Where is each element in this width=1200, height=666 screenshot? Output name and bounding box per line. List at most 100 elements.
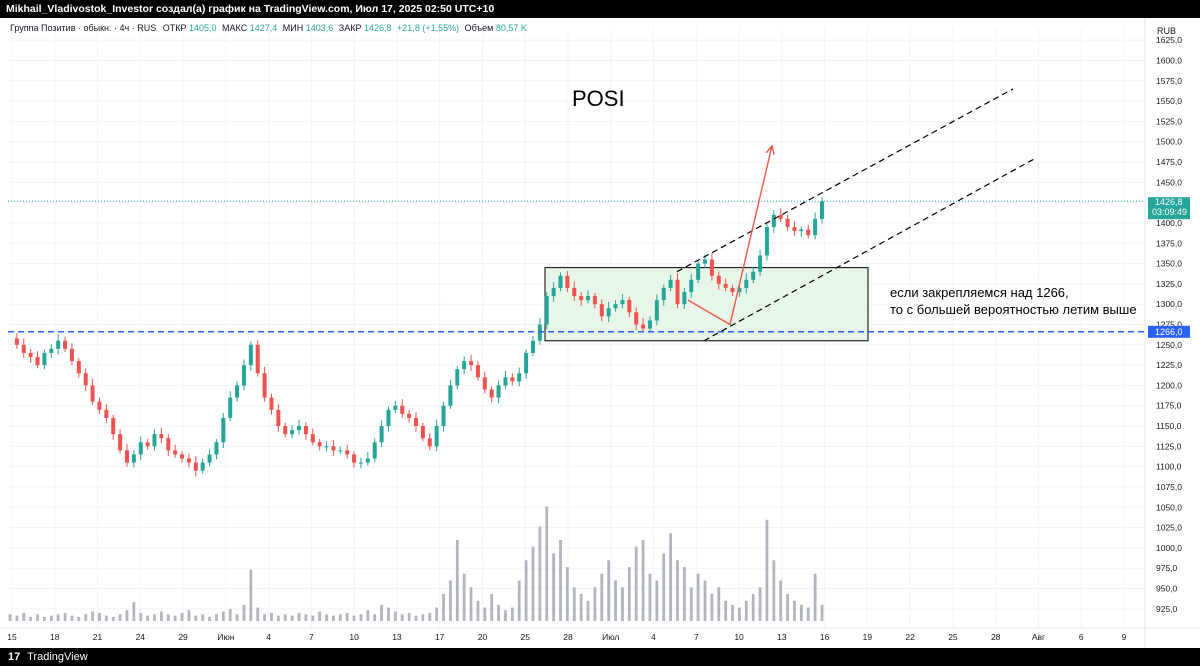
volume-bar <box>359 614 363 621</box>
volume-bar <box>242 604 246 621</box>
candle <box>744 279 749 288</box>
forecast-arrow-path[interactable] <box>687 145 773 326</box>
price-tick-label: 1250,0 <box>1156 340 1182 350</box>
price-tick-label: 1225,0 <box>1156 360 1182 370</box>
volume-bar <box>91 611 94 621</box>
candle <box>338 450 343 452</box>
candle <box>90 385 95 402</box>
volume-bar <box>125 610 129 621</box>
candle <box>647 320 652 329</box>
candle <box>627 300 632 313</box>
candle <box>63 340 68 349</box>
candle <box>565 275 570 288</box>
candle <box>579 296 584 301</box>
volume-bar <box>15 615 19 621</box>
volume-bar <box>263 614 267 621</box>
volume-bar <box>56 614 60 621</box>
price-tick-label: 1100,0 <box>1156 462 1182 472</box>
time-tick-label: 29 <box>178 632 188 642</box>
volume-bar <box>208 616 211 621</box>
candle <box>758 255 763 272</box>
candle <box>723 283 728 288</box>
volume-bar <box>421 614 425 621</box>
volume-bar <box>332 615 335 621</box>
volume-bar <box>710 594 714 621</box>
price-tick-label: 1075,0 <box>1156 482 1182 492</box>
candle <box>661 287 666 301</box>
volume-bar <box>194 615 198 621</box>
volume-bar <box>772 560 776 621</box>
volume-bar <box>400 614 404 621</box>
volume-bar <box>669 533 673 621</box>
candle <box>42 352 47 366</box>
candle <box>207 454 212 463</box>
volume-bar <box>806 607 810 621</box>
volume-bar <box>166 614 170 621</box>
candle <box>372 442 377 459</box>
candle <box>709 259 714 276</box>
time-tick-label: 7 <box>309 632 314 642</box>
price-tick-label: 1575,0 <box>1156 76 1182 86</box>
drawings <box>8 88 1145 342</box>
candle <box>682 292 687 305</box>
candle <box>331 446 336 451</box>
candle <box>613 304 618 309</box>
volume-bar <box>744 600 748 621</box>
channel-upper-line[interactable] <box>676 88 1014 273</box>
volume-bar <box>352 615 356 621</box>
volume-bar <box>29 616 33 621</box>
chart-area[interactable]: 925,0 950,0 975,0 1000,0 1025,0 1050,0 1075,0 1… <box>0 18 1200 648</box>
currency-label: RUB <box>1157 26 1176 36</box>
candle <box>503 377 508 386</box>
channel-lower-line[interactable] <box>703 157 1037 342</box>
time-tick-label: 19 <box>863 632 873 642</box>
volume-bar <box>449 580 452 621</box>
volume-bar <box>228 608 232 621</box>
candle <box>297 426 302 431</box>
time-tick-label: Авг <box>1032 632 1045 642</box>
candle <box>76 361 81 374</box>
volume-bar <box>621 587 624 621</box>
candle <box>489 389 494 398</box>
candle <box>393 405 398 410</box>
time-tick-label: 4 <box>266 632 271 642</box>
price-tick-label: 1175,0 <box>1156 401 1182 411</box>
candle <box>276 409 281 427</box>
candle <box>475 365 480 378</box>
candle <box>716 275 721 284</box>
candle <box>152 434 157 447</box>
volume-bar <box>682 567 686 621</box>
volume-bar <box>393 611 397 621</box>
time-tick-label: 10 <box>349 632 359 642</box>
price-chart[interactable]: 925,0 950,0 975,0 1000,0 1025,0 1050,0 1075,0 1… <box>0 18 1200 648</box>
volume-bar <box>304 614 308 621</box>
candle <box>496 385 501 398</box>
candle <box>21 344 26 353</box>
price-tick-label: 1400,0 <box>1156 218 1182 228</box>
volume-bar <box>153 614 156 621</box>
volume-bar <box>786 594 789 621</box>
volume-bar <box>662 553 666 621</box>
last-price-timer: 03:09:49 <box>1152 207 1187 217</box>
level-value: 1266,0 <box>1155 327 1183 337</box>
candle <box>696 263 701 280</box>
volume-bar <box>655 580 659 621</box>
price-tick-label: 925,0 <box>1156 604 1178 614</box>
volume-bar <box>490 594 494 621</box>
candle <box>200 462 205 471</box>
candle <box>317 442 322 447</box>
volume-bar <box>187 610 191 621</box>
candle <box>352 454 357 463</box>
candle <box>379 426 384 443</box>
time-tick-label: 6 <box>1079 632 1084 642</box>
volume-bar <box>607 560 611 621</box>
candle <box>221 417 226 443</box>
price-axis: 925,0 950,0 975,0 1000,0 1025,0 1050,0 1075,0 1… <box>1144 18 1182 648</box>
volume-bar <box>201 614 205 621</box>
volume-bar <box>497 604 500 621</box>
volume-bar <box>256 607 260 621</box>
candle <box>131 454 136 463</box>
candle <box>441 405 446 427</box>
candle <box>97 401 102 410</box>
legend-high-value: 1427,4 <box>250 23 278 33</box>
